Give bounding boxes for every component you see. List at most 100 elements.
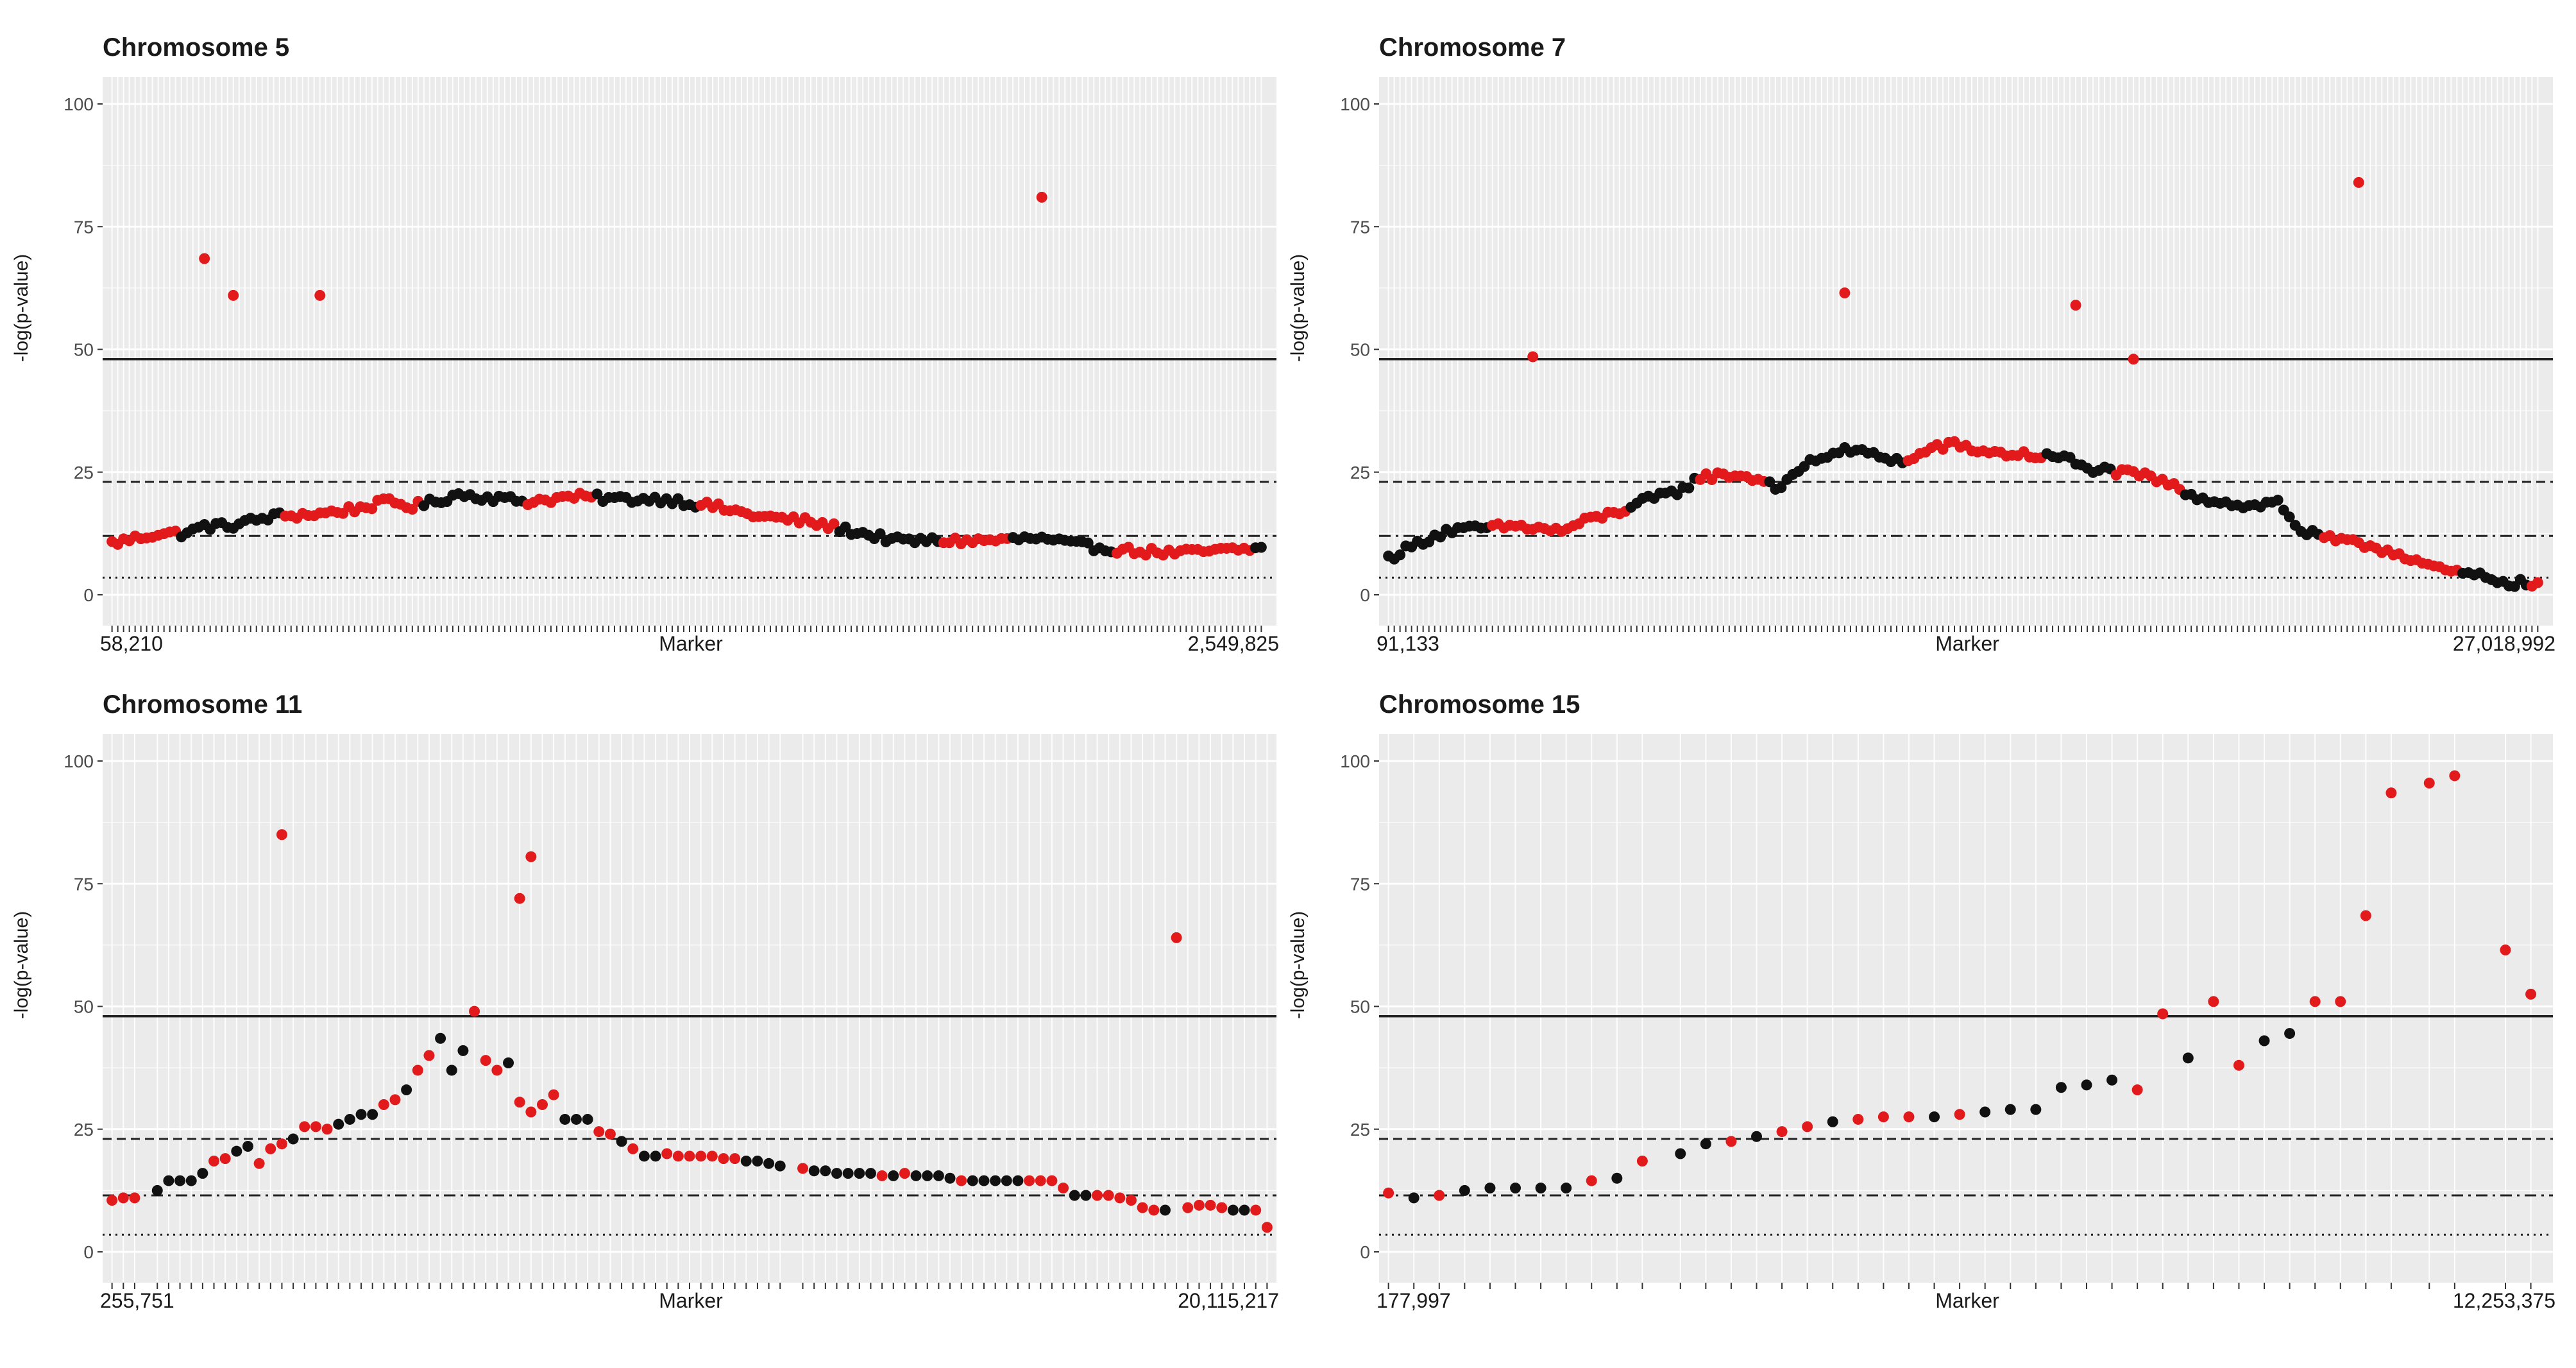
data-point-black [922, 1170, 933, 1181]
plot-area: 0 25 50 75 100 [64, 77, 1276, 632]
data-point-black [1929, 1111, 1940, 1123]
data-point-black [874, 528, 886, 540]
data-point-red [389, 1094, 401, 1106]
data-point-red [1636, 1155, 1648, 1167]
y-tick-label: 75 [1350, 217, 1370, 237]
x-last-marker-label: 20,115,217 [1178, 1289, 1279, 1312]
data-point-red [876, 1170, 888, 1181]
data-point-red [2208, 996, 2219, 1007]
data-point-black [2106, 1074, 2118, 1086]
data-point-red [1114, 1192, 1126, 1204]
data-point-black [840, 521, 851, 533]
chart-title: Chromosome 15 [1379, 690, 1580, 719]
data-point-red [1586, 1175, 1597, 1186]
data-point-black [1700, 1138, 1711, 1150]
x-first-marker-label: 255,751 [100, 1289, 174, 1312]
data-point-red [718, 1153, 729, 1165]
data-point-black [1408, 1192, 1419, 1204]
data-point-black [151, 1184, 163, 1196]
horizontal-gridlines [1374, 103, 2553, 596]
data-point-red [228, 289, 239, 301]
data-point-black [978, 1175, 990, 1186]
y-tick-label: 100 [1340, 94, 1370, 114]
data-point-black [1012, 1175, 1024, 1186]
y-tick-label: 100 [64, 94, 94, 114]
data-point-red [1171, 932, 1182, 943]
data-point-black [401, 1084, 412, 1096]
data-point-red [1954, 1109, 1965, 1120]
data-point-red [525, 1106, 537, 1118]
x-axis-ticks [111, 626, 1262, 632]
data-point-red [2157, 1008, 2169, 1020]
data-point-red [1434, 1190, 1445, 1201]
data-point-red [219, 1153, 231, 1165]
data-point-red [1802, 1121, 1813, 1133]
data-point-red [1182, 1202, 1194, 1213]
data-point-black [174, 1175, 186, 1186]
data-point-red [208, 1155, 220, 1167]
horizontal-gridlines [1374, 760, 2553, 1253]
data-point-black [503, 1057, 514, 1068]
data-point-black [1611, 1172, 1623, 1184]
chart-panel-chromosome-5: Chromosome 5 0 25 50 75 100 -log(p-value) 58… [0, 0, 1288, 655]
data-points [1383, 176, 2543, 592]
data-point-black [808, 1165, 820, 1177]
y-axis-label: -log(p-value) [11, 911, 32, 1020]
data-point-red [899, 1168, 910, 1179]
data-point-black [774, 1160, 786, 1172]
x-first-marker-label: 91,133 [1377, 632, 1439, 655]
data-point-black [1080, 1190, 1092, 1201]
data-point-black [1775, 482, 1787, 493]
data-point-red [1036, 191, 1047, 203]
data-point-black [638, 1150, 650, 1162]
data-point-red [956, 1175, 967, 1186]
data-point-red [627, 1143, 639, 1154]
x-axis-label: Marker [1935, 1289, 1999, 1312]
data-point-black [616, 1136, 627, 1147]
y-axis-label: -log(p-value) [1287, 911, 1309, 1020]
data-point-black [231, 1145, 242, 1157]
data-point-red [366, 503, 378, 515]
data-point-red [684, 1150, 695, 1162]
panel-background [1379, 734, 2553, 1283]
horizontal-gridlines [97, 760, 1276, 1253]
data-point-red [2233, 1059, 2244, 1071]
data-point-black [933, 1170, 944, 1181]
data-point-red [321, 1124, 333, 1135]
data-point-red [661, 1148, 673, 1159]
data-point-black [2182, 1052, 2194, 1064]
data-point-black [333, 1118, 344, 1130]
data-point-red [129, 1192, 140, 1204]
data-point-red [1035, 1175, 1046, 1186]
y-tick-label: 0 [83, 1242, 94, 1262]
plot-area: 0 25 50 75 100 [1340, 77, 2553, 632]
data-point-black [163, 1175, 174, 1186]
y-tick-label: 75 [74, 874, 94, 894]
data-point-red [299, 1121, 310, 1133]
data-point-black [287, 1133, 299, 1145]
horizontal-gridlines [97, 103, 1276, 596]
data-point-red [1725, 1136, 1737, 1147]
data-point-black [865, 1168, 876, 1179]
data-point-red [480, 1055, 491, 1066]
data-point-red [514, 1097, 525, 1108]
data-point-black [2272, 494, 2284, 506]
data-point-black [2284, 1028, 2296, 1039]
y-tick-label: 50 [74, 997, 94, 1017]
data-point-red [106, 1195, 118, 1206]
x-axis-ticks [111, 1283, 1268, 1289]
x-last-marker-label: 12,253,375 [2452, 1289, 2555, 1312]
data-point-black [457, 1045, 469, 1056]
y-tick-label: 25 [74, 463, 94, 483]
data-point-red [1024, 1175, 1035, 1186]
y-tick-label: 50 [74, 340, 94, 360]
data-point-red [378, 1099, 389, 1110]
data-point-red [199, 253, 210, 264]
data-point-black [1435, 531, 1446, 543]
data-point-red [672, 1150, 684, 1162]
data-points [1383, 770, 2537, 1204]
y-axis-label: -log(p-value) [1287, 253, 1309, 363]
data-point-black [570, 1113, 582, 1125]
y-tick-label: 0 [1360, 585, 1370, 605]
chart-panel-chromosome-15: Chromosome 15 0 25 50 75 100 -log(p-value) 1… [1276, 657, 2564, 1312]
